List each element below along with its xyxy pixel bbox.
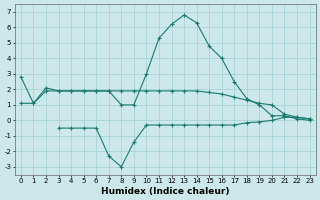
X-axis label: Humidex (Indice chaleur): Humidex (Indice chaleur): [101, 187, 229, 196]
